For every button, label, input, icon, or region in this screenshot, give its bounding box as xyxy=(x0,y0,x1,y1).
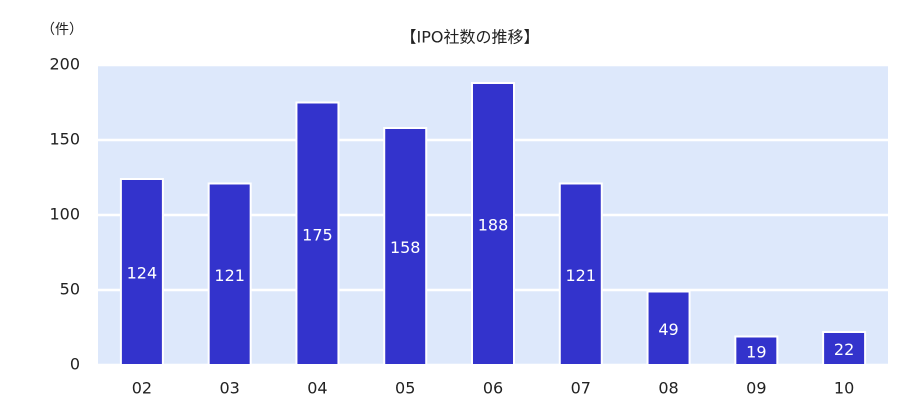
value-label: 175 xyxy=(302,225,333,244)
value-label: 124 xyxy=(127,264,158,283)
x-tick-label: 03 xyxy=(219,379,239,398)
bar xyxy=(734,335,779,366)
chart-title: 【IPO社数の推移】 xyxy=(401,28,540,47)
value-label: 121 xyxy=(566,266,597,285)
bar xyxy=(822,331,867,366)
x-tick-label: 02 xyxy=(132,379,152,398)
y-tick-label: 0 xyxy=(70,355,80,374)
bar xyxy=(646,290,691,366)
value-label: 158 xyxy=(390,238,421,257)
bar xyxy=(383,127,428,366)
bar xyxy=(471,82,515,366)
value-label: 49 xyxy=(658,320,678,339)
bar xyxy=(207,182,252,366)
value-label: 22 xyxy=(834,340,854,359)
x-tick-label: 05 xyxy=(395,379,415,398)
y-tick-label: 150 xyxy=(49,130,80,149)
y-axis-label: （件） xyxy=(41,22,83,38)
value-label: 121 xyxy=(214,266,245,285)
bar xyxy=(558,182,603,366)
x-tick-label: 04 xyxy=(307,379,327,398)
value-label: 19 xyxy=(746,342,766,361)
x-tick-label: 07 xyxy=(571,379,591,398)
x-tick-label: 06 xyxy=(483,379,503,398)
x-tick-label: 09 xyxy=(746,379,766,398)
y-tick-label: 100 xyxy=(49,205,80,224)
bar xyxy=(119,178,164,366)
value-label: 188 xyxy=(478,216,509,235)
x-tick-label: 10 xyxy=(834,379,854,398)
x-tick-label: 08 xyxy=(658,379,678,398)
bar xyxy=(295,101,340,366)
y-tick-label: 50 xyxy=(60,280,80,299)
y-tick-label: 200 xyxy=(49,55,80,74)
